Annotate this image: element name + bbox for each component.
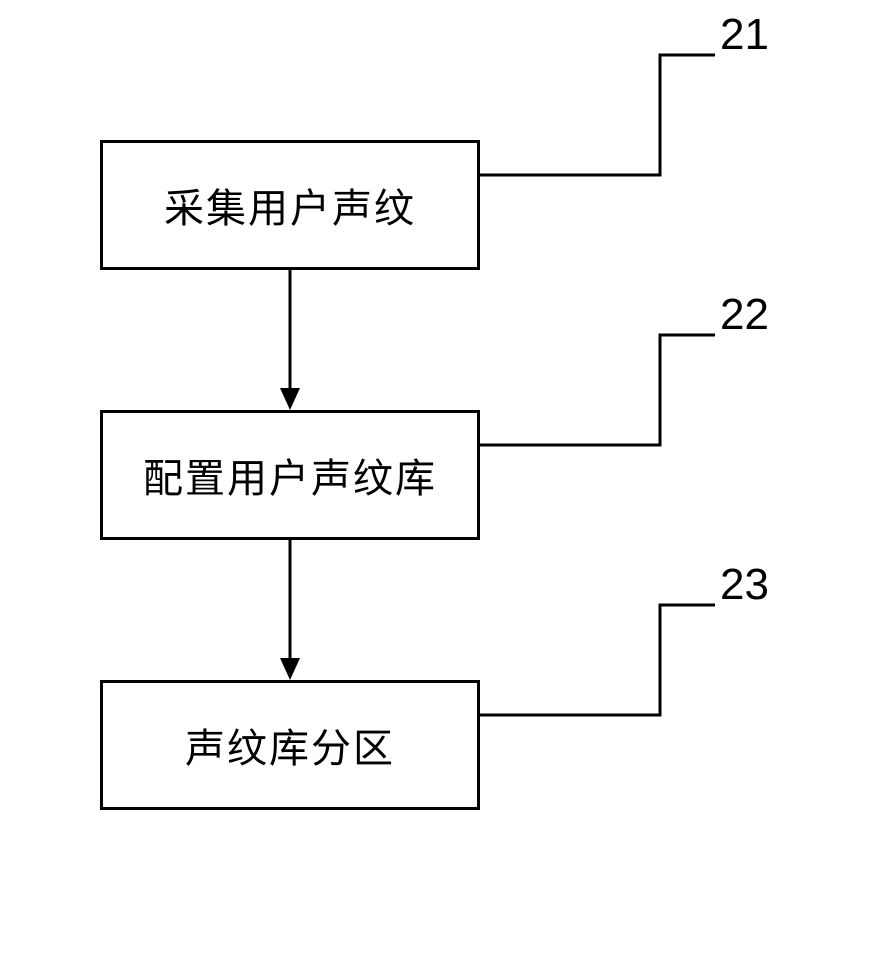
arrow-2	[270, 540, 310, 680]
connector-1	[100, 0, 800, 200]
connector-3	[100, 550, 800, 750]
arrow-1	[270, 270, 310, 410]
connector-2	[100, 280, 800, 480]
